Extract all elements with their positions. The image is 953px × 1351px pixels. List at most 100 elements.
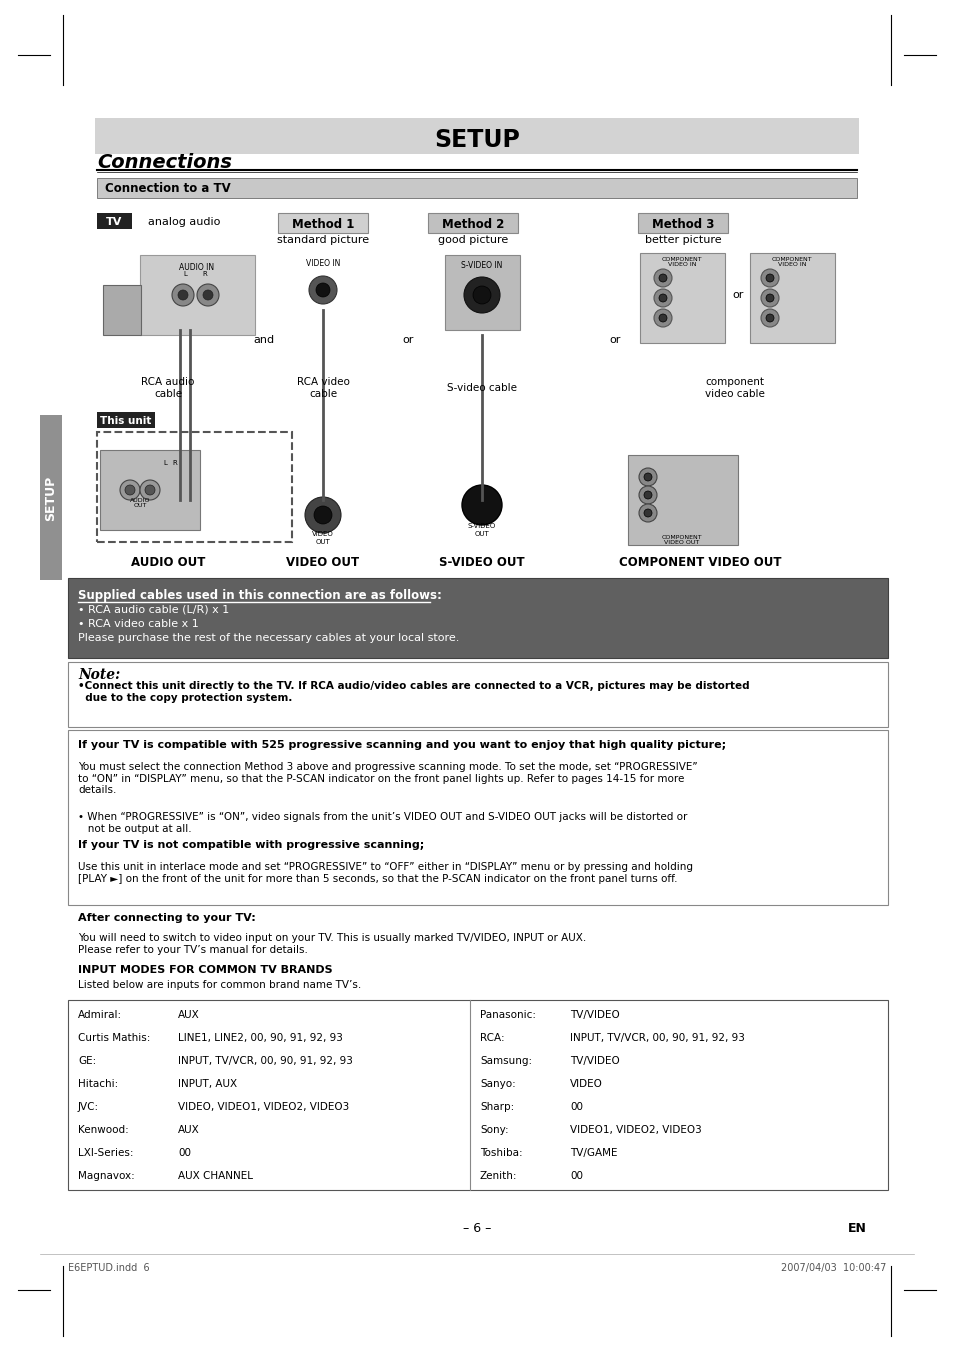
Text: L: L: [163, 459, 167, 466]
Text: AUDIO
OUT: AUDIO OUT: [130, 497, 150, 508]
Text: RCA audio
cable: RCA audio cable: [141, 377, 194, 399]
Text: VIDEO: VIDEO: [569, 1079, 602, 1089]
Text: LINE1, LINE2, 00, 90, 91, 92, 93: LINE1, LINE2, 00, 90, 91, 92, 93: [178, 1034, 342, 1043]
Circle shape: [305, 497, 340, 534]
Text: TV/VIDEO: TV/VIDEO: [569, 1011, 619, 1020]
Text: 00: 00: [569, 1171, 582, 1181]
Circle shape: [145, 485, 154, 494]
Text: You must select the connection Method 3 above and progressive scanning mode. To : You must select the connection Method 3 …: [78, 762, 697, 796]
Text: This unit: This unit: [100, 416, 152, 426]
Text: SETUP: SETUP: [45, 476, 57, 520]
Circle shape: [659, 313, 666, 322]
Text: standard picture: standard picture: [276, 235, 369, 245]
FancyBboxPatch shape: [68, 730, 887, 905]
Circle shape: [461, 485, 501, 526]
Text: JVC:: JVC:: [78, 1102, 99, 1112]
Text: component
video cable: component video cable: [704, 377, 764, 399]
Text: COMPONENT
VIDEO OUT: COMPONENT VIDEO OUT: [661, 535, 701, 546]
Text: Listed below are inputs for common brand name TV’s.: Listed below are inputs for common brand…: [78, 979, 361, 990]
FancyBboxPatch shape: [100, 450, 200, 530]
FancyBboxPatch shape: [749, 253, 834, 343]
FancyBboxPatch shape: [277, 213, 368, 232]
Text: LXI-Series:: LXI-Series:: [78, 1148, 133, 1158]
Text: AUDIO OUT: AUDIO OUT: [131, 557, 205, 570]
Text: R: R: [202, 272, 207, 277]
Text: VIDEO OUT: VIDEO OUT: [286, 557, 359, 570]
FancyBboxPatch shape: [444, 255, 519, 330]
Text: RCA video
cable: RCA video cable: [296, 377, 349, 399]
Text: Method 1: Method 1: [292, 218, 354, 231]
Circle shape: [760, 309, 779, 327]
FancyBboxPatch shape: [428, 213, 517, 232]
Circle shape: [203, 290, 213, 300]
Text: TV: TV: [106, 218, 122, 227]
Text: • RCA audio cable (L/R) x 1: • RCA audio cable (L/R) x 1: [78, 605, 229, 615]
FancyBboxPatch shape: [68, 578, 887, 658]
Text: Hitachi:: Hitachi:: [78, 1079, 118, 1089]
Text: INPUT, TV/VCR, 00, 90, 91, 92, 93: INPUT, TV/VCR, 00, 90, 91, 92, 93: [178, 1056, 353, 1066]
Text: VIDEO
OUT: VIDEO OUT: [312, 531, 334, 544]
FancyBboxPatch shape: [638, 213, 727, 232]
Text: VIDEO1, VIDEO2, VIDEO3: VIDEO1, VIDEO2, VIDEO3: [569, 1125, 701, 1135]
Circle shape: [315, 282, 330, 297]
Circle shape: [309, 276, 336, 304]
Circle shape: [659, 295, 666, 303]
Text: better picture: better picture: [644, 235, 720, 245]
Text: TV/VIDEO: TV/VIDEO: [569, 1056, 619, 1066]
Text: Note:: Note:: [78, 667, 120, 682]
Circle shape: [760, 289, 779, 307]
Text: INPUT, AUX: INPUT, AUX: [178, 1079, 237, 1089]
Circle shape: [639, 504, 657, 521]
Circle shape: [473, 286, 491, 304]
Text: VIDEO IN: VIDEO IN: [306, 258, 340, 267]
Text: COMPONENT VIDEO OUT: COMPONENT VIDEO OUT: [618, 557, 781, 570]
FancyBboxPatch shape: [639, 253, 724, 343]
Circle shape: [654, 269, 671, 286]
Text: S-VIDEO IN: S-VIDEO IN: [461, 262, 502, 270]
Circle shape: [654, 289, 671, 307]
Text: Zenith:: Zenith:: [479, 1171, 517, 1181]
Text: good picture: good picture: [437, 235, 508, 245]
Text: Method 2: Method 2: [441, 218, 503, 231]
Text: Admiral:: Admiral:: [78, 1011, 122, 1020]
FancyBboxPatch shape: [68, 1000, 887, 1190]
Text: S-VIDEO
OUT: S-VIDEO OUT: [467, 523, 496, 536]
Circle shape: [765, 274, 773, 282]
Text: VIDEO, VIDEO1, VIDEO2, VIDEO3: VIDEO, VIDEO1, VIDEO2, VIDEO3: [178, 1102, 349, 1112]
Text: COMPONENT
VIDEO IN: COMPONENT VIDEO IN: [661, 257, 701, 267]
Text: INPUT MODES FOR COMMON TV BRANDS: INPUT MODES FOR COMMON TV BRANDS: [78, 965, 333, 975]
Text: or: or: [402, 335, 414, 345]
Text: EN: EN: [846, 1221, 865, 1235]
Text: R: R: [172, 459, 177, 466]
Text: 00: 00: [569, 1102, 582, 1112]
Text: • When “PROGRESSIVE” is “ON”, video signals from the unit’s VIDEO OUT and S-VIDE: • When “PROGRESSIVE” is “ON”, video sign…: [78, 812, 687, 834]
Text: S-video cable: S-video cable: [447, 382, 517, 393]
Text: – 6 –: – 6 –: [462, 1221, 491, 1235]
Text: SETUP: SETUP: [434, 128, 519, 153]
Circle shape: [654, 309, 671, 327]
Text: AUX CHANNEL: AUX CHANNEL: [178, 1171, 253, 1181]
Circle shape: [140, 480, 160, 500]
Circle shape: [639, 486, 657, 504]
Circle shape: [196, 284, 219, 305]
Text: Sharp:: Sharp:: [479, 1102, 514, 1112]
Text: or: or: [609, 335, 620, 345]
Text: Sony:: Sony:: [479, 1125, 508, 1135]
FancyBboxPatch shape: [97, 178, 856, 199]
Circle shape: [178, 290, 188, 300]
Circle shape: [765, 313, 773, 322]
Text: You will need to switch to video input on your TV. This is usually marked TV/VID: You will need to switch to video input o…: [78, 934, 586, 955]
Text: Method 3: Method 3: [651, 218, 714, 231]
Text: L: L: [183, 272, 187, 277]
FancyBboxPatch shape: [140, 255, 254, 335]
Circle shape: [125, 485, 135, 494]
Text: Samsung:: Samsung:: [479, 1056, 532, 1066]
FancyBboxPatch shape: [97, 213, 132, 230]
Text: Curtis Mathis:: Curtis Mathis:: [78, 1034, 151, 1043]
FancyBboxPatch shape: [95, 118, 858, 154]
FancyBboxPatch shape: [97, 412, 154, 428]
FancyBboxPatch shape: [40, 415, 62, 580]
Text: Kenwood:: Kenwood:: [78, 1125, 129, 1135]
Text: S-VIDEO OUT: S-VIDEO OUT: [438, 557, 524, 570]
Text: or: or: [732, 290, 743, 300]
